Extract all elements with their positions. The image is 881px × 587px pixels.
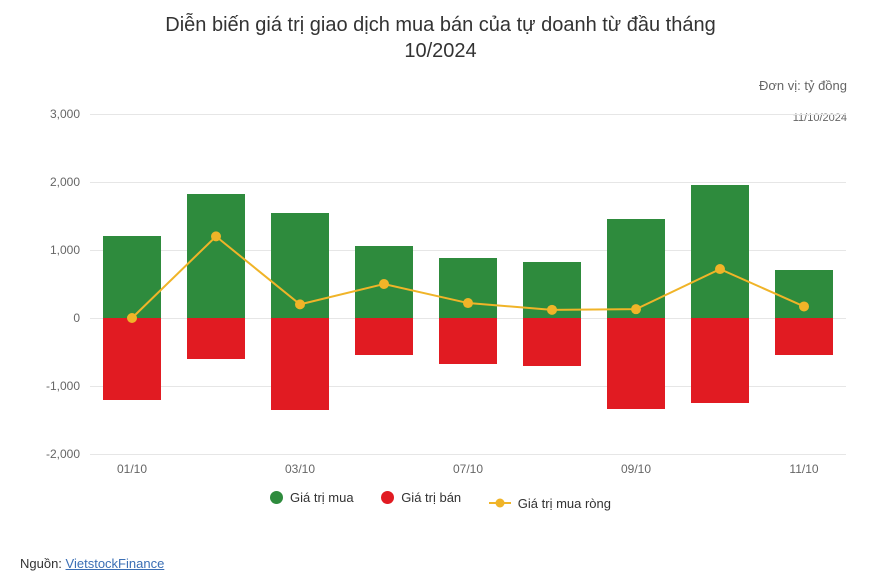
y-tick-label: 0	[73, 311, 80, 325]
y-tick-label: 1,000	[50, 243, 80, 257]
net-marker	[463, 298, 473, 308]
net-marker	[211, 231, 221, 241]
grid-line	[90, 454, 846, 455]
source-prefix: Nguồn:	[20, 556, 66, 571]
net-line-layer	[90, 114, 846, 454]
line-marker-icon	[489, 502, 511, 504]
legend-sell-label: Giá trị bán	[401, 490, 461, 505]
source-link[interactable]: VietstockFinance	[66, 556, 165, 571]
net-marker	[127, 313, 137, 323]
plot-area: -2,000-1,00001,0002,0003,00001/1003/1007…	[90, 114, 846, 454]
legend-net: Giá trị mua ròng	[489, 496, 611, 511]
net-marker	[799, 301, 809, 311]
circle-icon	[270, 491, 283, 504]
y-tick-label: -2,000	[46, 447, 80, 461]
title-line-2: 10/2024	[404, 40, 476, 62]
unit-label: Đơn vị: tỷ đồng	[759, 78, 847, 93]
net-marker	[379, 279, 389, 289]
y-tick-label: 2,000	[50, 175, 80, 189]
net-marker	[295, 299, 305, 309]
net-marker	[631, 304, 641, 314]
legend-buy-label: Giá trị mua	[290, 490, 354, 505]
x-tick-label: 09/10	[621, 462, 651, 476]
legend-buy: Giá trị mua	[270, 490, 354, 505]
x-tick-label: 03/10	[285, 462, 315, 476]
circle-icon	[381, 491, 394, 504]
x-tick-label: 07/10	[453, 462, 483, 476]
source-line: Nguồn: VietstockFinance	[20, 556, 164, 571]
x-tick-label: 11/10	[789, 462, 818, 476]
y-tick-label: -1,000	[46, 379, 80, 393]
net-marker	[715, 264, 725, 274]
legend: Giá trị mua Giá trị bán Giá trị mua ròng	[0, 490, 881, 511]
chart-title: Diễn biến giá trị giao dịch mua bán của …	[0, 0, 881, 64]
net-marker	[547, 305, 557, 315]
legend-sell: Giá trị bán	[381, 490, 461, 505]
title-line-1: Diễn biến giá trị giao dịch mua bán của …	[165, 14, 715, 36]
y-tick-label: 3,000	[50, 107, 80, 121]
chart-container: Diễn biến giá trị giao dịch mua bán của …	[0, 0, 881, 587]
legend-net-label: Giá trị mua ròng	[518, 496, 611, 511]
x-tick-label: 01/10	[117, 462, 147, 476]
circle-icon	[495, 499, 504, 508]
